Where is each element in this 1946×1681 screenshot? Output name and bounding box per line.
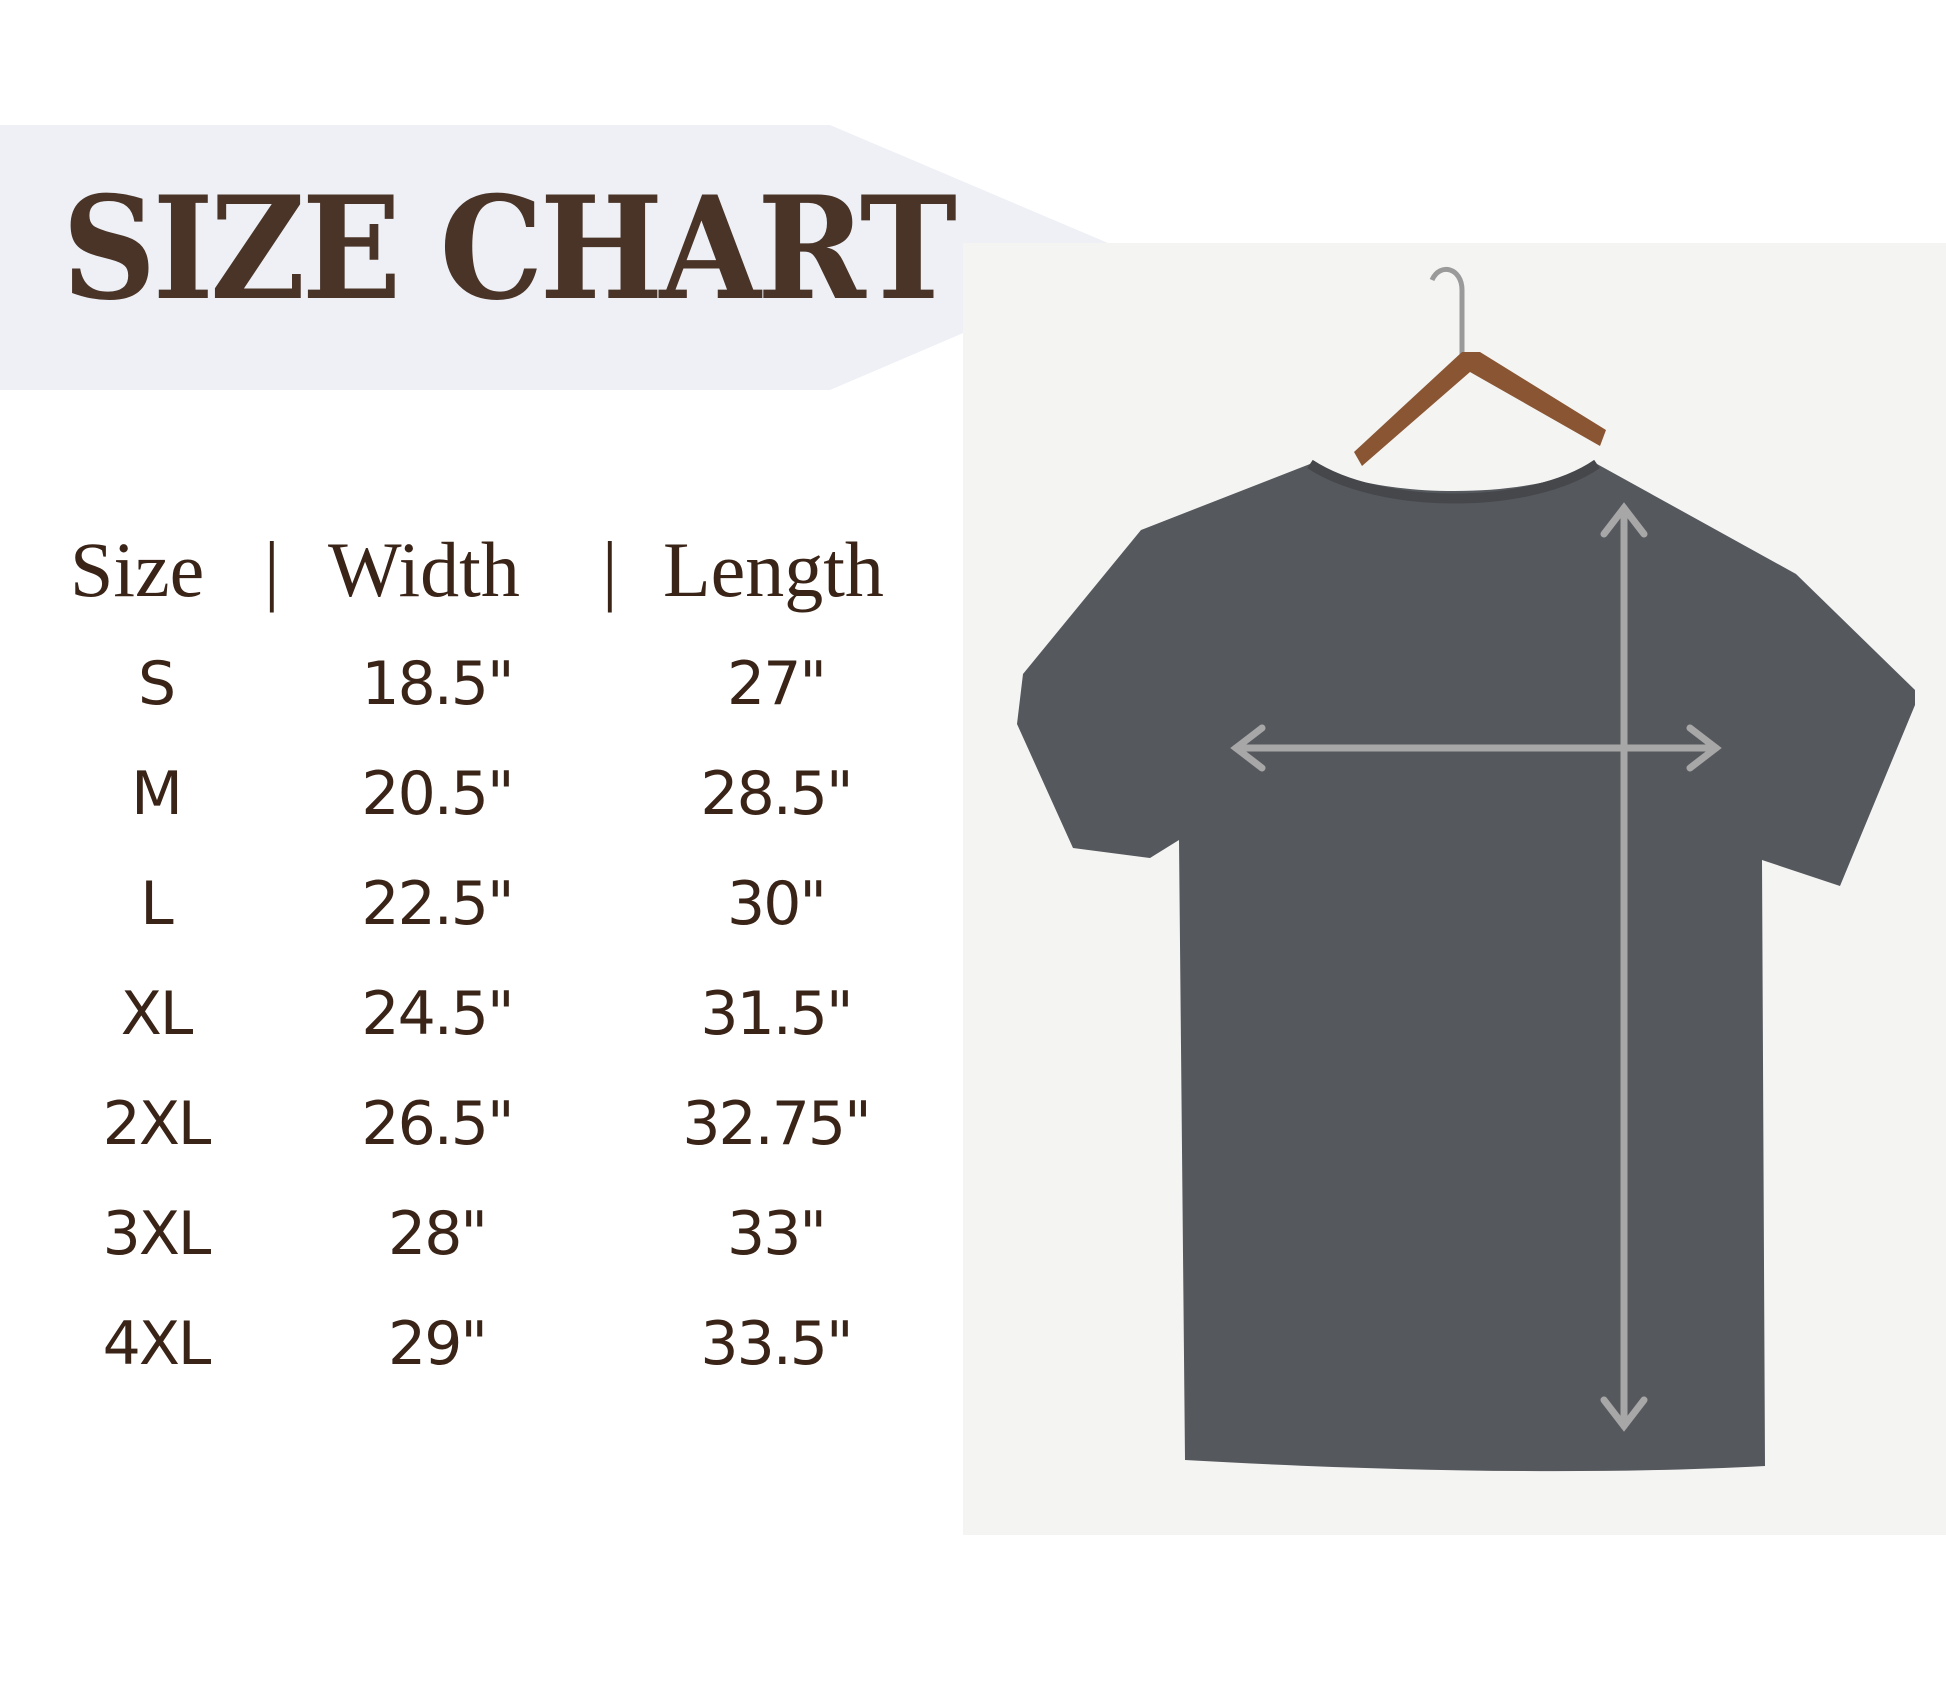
header-width: Width [328, 526, 520, 613]
tshirt-body [1017, 464, 1915, 1472]
header-length: Length [663, 526, 884, 613]
cell-length: 30" [727, 869, 827, 939]
length-arrow [1600, 502, 1648, 1432]
header-size: Size [70, 526, 205, 613]
page-title: SIZE CHART [62, 166, 957, 332]
cell-length: 28.5" [700, 759, 853, 829]
cell-length: 27" [727, 649, 827, 719]
cell-length: 33.5" [700, 1309, 853, 1379]
cell-size: L [140, 869, 173, 939]
cell-width: 22.5" [361, 869, 514, 939]
cell-size: 3XL [102, 1199, 212, 1269]
cell-width: 29" [388, 1309, 488, 1379]
cell-size: S [137, 649, 176, 719]
cell-size: 4XL [102, 1309, 212, 1379]
hanger [1354, 352, 1606, 466]
cell-width: 26.5" [361, 1089, 514, 1159]
cell-length: 31.5" [700, 979, 853, 1049]
header-separator: | [602, 526, 618, 613]
cell-width: 18.5" [361, 649, 514, 719]
hanger-hook [1429, 267, 1465, 356]
title-banner [0, 125, 1141, 390]
cell-width: 24.5" [361, 979, 514, 1049]
cell-length: 33" [727, 1199, 827, 1269]
cell-width: 20.5" [361, 759, 514, 829]
cell-size: M [131, 759, 183, 829]
width-arrow [1230, 724, 1722, 772]
cell-size: 2XL [102, 1089, 212, 1159]
cell-size: XL [120, 979, 194, 1049]
cell-length: 32.75" [682, 1089, 871, 1159]
header-separator: | [264, 526, 280, 613]
cell-width: 28" [388, 1199, 488, 1269]
